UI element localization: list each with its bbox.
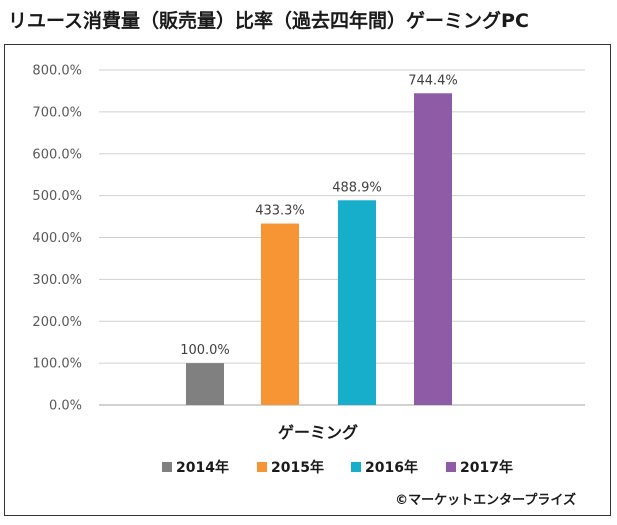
copyright-text: ©マーケットエンタープライズ [395, 492, 576, 508]
y-tick-label: 600.0% [32, 147, 82, 162]
data-label: 744.4% [408, 73, 458, 88]
bar-2016年 [338, 200, 376, 405]
legend-label: 2017年 [460, 459, 513, 476]
x-category-label: ゲーミング [278, 423, 358, 442]
legend-label: 2015年 [271, 459, 324, 476]
y-tick-label: 800.0% [32, 64, 82, 79]
legend-label: 2014年 [176, 459, 229, 476]
y-tick-label: 400.0% [32, 231, 82, 246]
bar-2014年 [186, 363, 224, 405]
chart-frame [4, 44, 611, 516]
legend-label: 2016年 [365, 459, 418, 476]
legend-swatch [446, 462, 456, 472]
y-tick-label: 200.0% [32, 315, 82, 330]
y-tick-label: 500.0% [32, 189, 82, 204]
chart-title: リユース消費量（販売量）比率（過去四年間）ゲーミングPC [8, 10, 529, 32]
y-tick-label: 700.0% [32, 105, 82, 120]
bar-2017年 [414, 93, 452, 405]
bar-2015年 [261, 223, 299, 405]
legend-swatch [162, 462, 172, 472]
data-label: 488.9% [332, 180, 382, 195]
legend-swatch [351, 462, 361, 472]
y-tick-label: 100.0% [32, 357, 82, 372]
data-label: 433.3% [255, 204, 305, 219]
legend-swatch [257, 462, 267, 472]
y-tick-label: 300.0% [32, 273, 82, 288]
data-label: 100.0% [180, 343, 230, 358]
y-tick-label: 0.0% [49, 399, 82, 414]
